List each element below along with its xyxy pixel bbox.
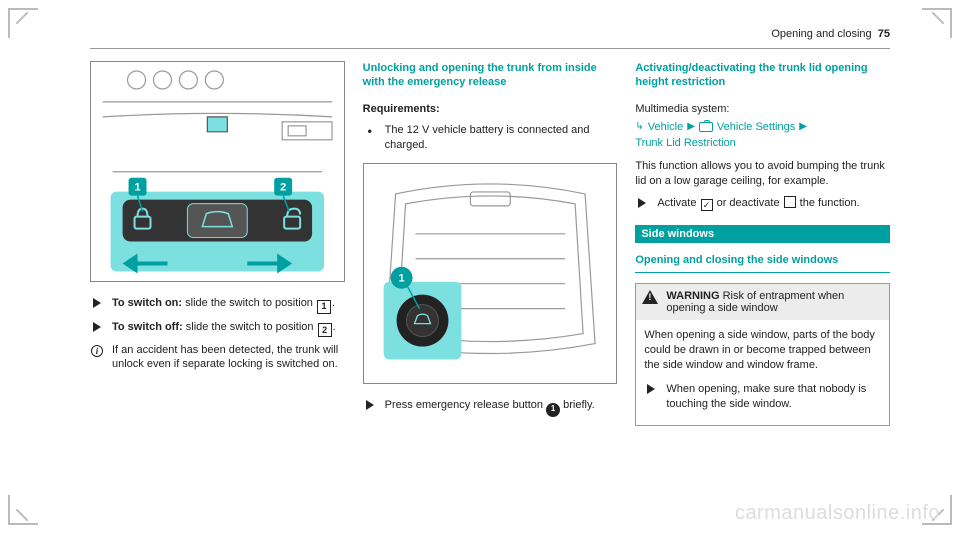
step-press-release: Press emergency release button 1 briefly… xyxy=(363,398,618,416)
warning-step: When opening, make sure that nobody is t… xyxy=(644,382,881,412)
warning-body: When opening a side window, parts of the… xyxy=(644,328,881,374)
triangle-bullet-icon xyxy=(638,198,646,208)
ref-1-icon: 1 xyxy=(546,403,560,417)
section-name: Opening and closing xyxy=(771,28,871,40)
heading-side-windows: Opening and closing the side windows xyxy=(635,253,890,272)
warning-title: WARNING xyxy=(666,290,719,302)
step-switch-off: To switch off: slide the switch to posit… xyxy=(90,320,345,337)
info-icon: i xyxy=(91,345,103,357)
column-1: 1 2 To switch on: slide the switch to po… xyxy=(90,61,345,426)
callout-1: 1 xyxy=(134,182,140,194)
crop-mark xyxy=(922,8,952,38)
heading-emergency-release: Unlocking and opening the trunk from ins… xyxy=(363,61,618,90)
watermark: carmanualsonline.info xyxy=(735,502,940,525)
chevron-icon: ▶ xyxy=(687,121,695,132)
ref-1-icon: 1 xyxy=(317,300,331,314)
triangle-bullet-icon xyxy=(93,298,101,308)
info-note: i If an accident has been detected, the … xyxy=(90,343,345,373)
requirement-item: • The 12 V vehicle battery is connected … xyxy=(363,123,618,153)
warning-header: WARNING Risk of entrapment when opening … xyxy=(636,284,889,320)
bullet-icon: • xyxy=(368,125,372,153)
column-2: Unlocking and opening the trunk from ins… xyxy=(363,61,618,426)
heading-height-restriction: Activating/deactivating the trunk lid op… xyxy=(635,61,890,90)
triangle-bullet-icon xyxy=(647,384,655,394)
checkbox-empty-icon xyxy=(784,196,796,208)
label: To switch off: xyxy=(112,321,183,333)
warning-step-text: When opening, make sure that nobody is t… xyxy=(666,382,881,412)
nav-start-icon: ↳ xyxy=(635,121,643,132)
nav-vehicle-settings: Vehicle Settings xyxy=(717,121,795,133)
page-number: 75 xyxy=(878,28,890,40)
step-activate: Activate or deactivate the function. xyxy=(635,196,890,212)
warning-triangle-icon xyxy=(642,290,658,304)
section-side-windows: Side windows xyxy=(635,225,890,243)
car-settings-icon xyxy=(699,122,713,132)
warning-box: WARNING Risk of entrapment when opening … xyxy=(635,283,890,427)
nav-vehicle: Vehicle xyxy=(648,121,683,133)
crop-mark xyxy=(8,8,38,38)
chevron-icon: ▶ xyxy=(799,121,807,132)
crop-mark xyxy=(8,495,38,525)
checkbox-checked-icon xyxy=(701,199,713,211)
figure-trunk-release: 1 xyxy=(363,163,618,384)
step-switch-on: To switch on: slide the switch to positi… xyxy=(90,296,345,313)
figure-switch-panel: 1 2 xyxy=(90,61,345,282)
triangle-bullet-icon xyxy=(366,400,374,410)
description: This function allows you to avoid bumpin… xyxy=(635,159,890,190)
requirements-label: Requirements: xyxy=(363,103,440,115)
callout-1: 1 xyxy=(398,272,404,284)
requirement-text: The 12 V vehicle battery is connected an… xyxy=(385,123,618,153)
nav-breadcrumb: ↳ Vehicle ▶ Vehicle Settings ▶ Trunk Lid… xyxy=(635,121,890,149)
note-text: If an accident has been detected, the tr… xyxy=(112,343,345,373)
label: To switch on: xyxy=(112,297,182,309)
column-3: Activating/deactivating the trunk lid op… xyxy=(635,61,890,426)
triangle-bullet-icon xyxy=(93,322,101,332)
page-header: Opening and closing 75 xyxy=(0,0,960,46)
ref-2-icon: 2 xyxy=(318,323,332,337)
callout-2: 2 xyxy=(280,182,286,194)
nav-trunk-restriction: Trunk Lid Restriction xyxy=(635,137,735,149)
multimedia-label: Multimedia system: xyxy=(635,102,890,117)
header-rule xyxy=(90,48,890,49)
